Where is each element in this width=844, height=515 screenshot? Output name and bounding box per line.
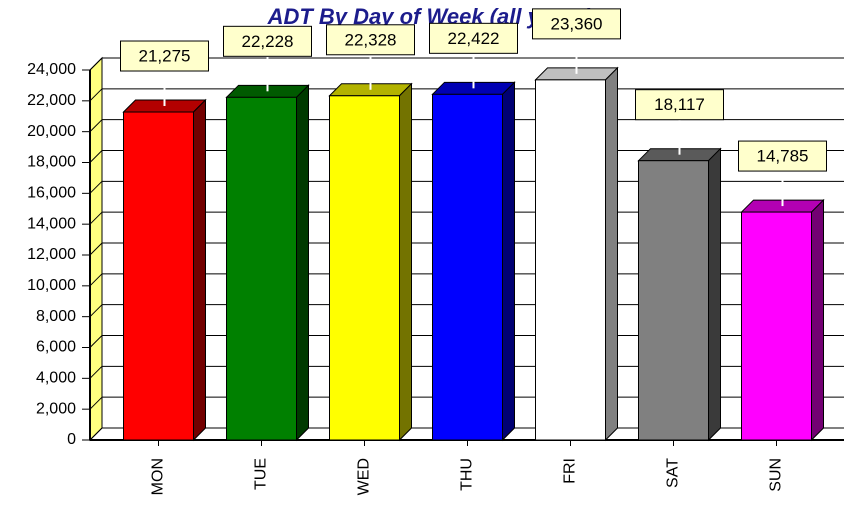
y-tick-label: 4,000 [36, 370, 76, 387]
grid-line [89, 242, 103, 256]
x-tick-label: WED [356, 458, 373, 495]
bar-side [502, 81, 515, 442]
grid-line [89, 119, 103, 133]
data-label: 14,785 [757, 147, 809, 166]
bar [637, 147, 722, 442]
bar-side [296, 84, 309, 442]
y-tick-label: 12,000 [27, 246, 76, 263]
grid-line [89, 396, 103, 410]
grid-line [89, 365, 103, 379]
bar-side [193, 98, 206, 442]
x-tick-label: TUE [253, 458, 270, 490]
bar [328, 82, 413, 442]
bar-side [708, 147, 721, 442]
bar-side [605, 66, 618, 442]
bar-side [399, 82, 412, 442]
y-tick-label: 16,000 [27, 185, 76, 202]
data-label: 21,275 [139, 46, 191, 65]
bar-front [123, 111, 194, 441]
grid-line [89, 273, 103, 287]
grid-line [89, 304, 103, 318]
bar [740, 198, 825, 442]
x-tick-label: THU [459, 458, 476, 491]
bar-side [811, 198, 824, 442]
grid-line [89, 211, 103, 225]
bar [431, 81, 516, 442]
bar [122, 98, 207, 442]
label-box [120, 40, 209, 72]
label-box [532, 8, 621, 40]
data-label: 22,422 [448, 29, 500, 48]
grid-line [89, 180, 103, 194]
grid-line [89, 335, 103, 348]
bar-front [226, 96, 297, 441]
bar [225, 84, 310, 442]
bar-front [638, 160, 709, 441]
y-tick-label: 8,000 [36, 308, 76, 325]
x-tick-label: FRI [562, 458, 579, 484]
bar [534, 66, 619, 442]
data-label: 18,117 [654, 95, 705, 114]
x-tick-label: MON [150, 458, 167, 495]
bar-front [329, 95, 400, 441]
grid-line [89, 88, 103, 102]
bar-front [432, 93, 503, 441]
y-tick-label: 14,000 [27, 215, 76, 232]
y-tick-label: 10,000 [27, 277, 76, 294]
y-tick-label: 6,000 [36, 339, 76, 356]
y-tick-label: 2,000 [36, 400, 76, 417]
x-tick-label: SUN [768, 458, 785, 492]
bar-front [741, 211, 812, 441]
y-tick-label: 20,000 [27, 123, 76, 140]
y-tick-label: 18,000 [27, 154, 76, 171]
grid-line [89, 427, 103, 441]
grid-line [89, 150, 103, 163]
grid-line [89, 57, 103, 71]
data-label: 22,228 [242, 32, 294, 51]
label-box [635, 89, 724, 121]
y-tick-label: 22,000 [27, 92, 76, 109]
bar-front [535, 79, 606, 441]
label-box [429, 22, 518, 54]
label-box [738, 140, 827, 172]
y-tick-label: 0 [67, 431, 76, 448]
data-label: 22,328 [345, 30, 397, 49]
label-box [326, 24, 415, 56]
y-tick-label: 24,000 [27, 61, 76, 78]
x-tick-label: SAT [665, 458, 682, 488]
data-label: 23,360 [551, 14, 603, 33]
label-box [223, 25, 312, 57]
